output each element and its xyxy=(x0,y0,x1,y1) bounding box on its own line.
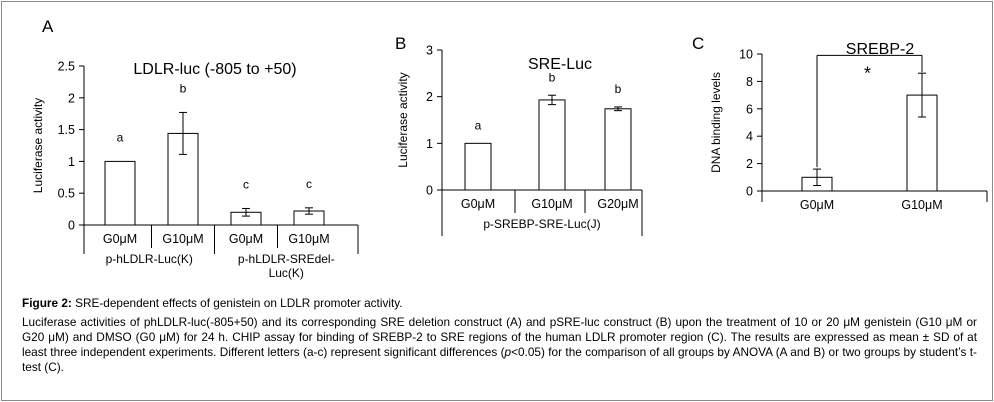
chart-c-title: SREBP-2 xyxy=(846,41,915,58)
chart-a-sig-letter: b xyxy=(180,81,187,95)
chart-c-x-tick-label: G0μM xyxy=(800,198,834,212)
caption-body: Luciferase activities of phLDLR-luc(-805… xyxy=(22,315,977,375)
chart-a-x-tick-label: G10μM xyxy=(288,232,329,246)
caption-body-part1: Luciferase activities of phLDLR-luc(-805… xyxy=(22,315,977,359)
chart-b-sig-letter: b xyxy=(549,70,556,84)
chart-a-ylabel: Luciferase activity xyxy=(31,98,45,193)
chart-b-x-tick-label: G10μM xyxy=(531,197,572,211)
chart-b-x-tick-label: G0μM xyxy=(461,197,495,211)
chart-b-group-label: p-SREBP-SRE-Luc(J) xyxy=(483,217,600,231)
chart-b-sig-letter: a xyxy=(475,118,482,132)
chart-b-bar xyxy=(538,99,566,191)
chart-b-sig-letter: b xyxy=(615,82,622,96)
chart-c-y-tick-label: 8 xyxy=(746,75,753,89)
chart-c-y-tick-label: 4 xyxy=(746,130,753,144)
chart-a-title: LDLR-luc (-805 to +50) xyxy=(133,61,296,78)
chart-a-y-tick-label: 1.5 xyxy=(58,123,75,137)
chart-a-group-label: p-hLDLR-SREdel- xyxy=(238,252,335,266)
chart-c-y-tick-label: 6 xyxy=(746,102,753,116)
chart-c-y-tick-label: 0 xyxy=(746,185,753,199)
caption-title-label: Figure 2: xyxy=(22,296,72,310)
chart-b-y-tick-label: 3 xyxy=(426,44,433,58)
chart-c-x-tick-label: G10μM xyxy=(901,198,942,212)
charts-area: A LDLR-luc (-805 to +50) Luciferase activi… xyxy=(31,17,988,280)
chart-a-y-tick-label: 2.5 xyxy=(58,60,75,74)
figure-caption: Figure 2: SRE-dependent effects of genis… xyxy=(22,296,977,375)
chart-b-x-tick-label: G20μM xyxy=(597,197,638,211)
chart-b-bar xyxy=(604,108,632,191)
chart-a-x-tick-label: G0μM xyxy=(103,232,137,246)
chart-c-y-tick-label: 10 xyxy=(739,48,753,62)
chart-a-group-label: Luc(K) xyxy=(269,266,304,280)
chart-a-sig-letter: c xyxy=(243,177,249,191)
chart-a-group-label: p-hLDLR-Luc(K) xyxy=(106,252,193,266)
chart-c-panel-letter: C xyxy=(692,34,704,53)
caption-body-part2: <0.05) for the comparison of all groups … xyxy=(22,345,977,374)
caption-body-italic: p xyxy=(504,345,512,359)
chart-a-sig-letter: c xyxy=(306,177,312,191)
chart-b-y-tick-label: 2 xyxy=(426,90,433,104)
chart-a-y-tick-label: 0.5 xyxy=(58,187,75,201)
chart-c-sig-star: * xyxy=(864,63,871,83)
chart-a-y-tick-label: 0 xyxy=(68,219,75,233)
chart-b-panel-letter: B xyxy=(395,34,406,53)
caption-title-text: SRE-dependent effects of genistein on LD… xyxy=(71,296,403,310)
chart-b-bar xyxy=(464,142,492,191)
chart-a-x-tick-label: G0μM xyxy=(229,232,263,246)
chart-c-y-tick-label: 2 xyxy=(746,157,753,171)
caption-title: Figure 2: SRE-dependent effects of genis… xyxy=(22,296,977,311)
chart-a-sig-letter: a xyxy=(117,130,124,144)
chart-a-x-tick-label: G10μM xyxy=(162,232,203,246)
chart-b-y-tick-label: 0 xyxy=(426,184,433,198)
chart-b-y-tick-label: 1 xyxy=(426,137,433,151)
chart-c-ylabel: DNA binding levels xyxy=(709,72,723,173)
chart-a-y-tick-label: 2 xyxy=(68,91,75,105)
chart-a-bar xyxy=(104,160,136,226)
chart-b-title: SRE-Luc xyxy=(528,56,592,73)
chart-a-panel-letter: A xyxy=(42,17,54,36)
chart-b-ylabel: Luciferase activity xyxy=(396,72,410,167)
chart-a-y-tick-label: 1 xyxy=(68,155,75,169)
